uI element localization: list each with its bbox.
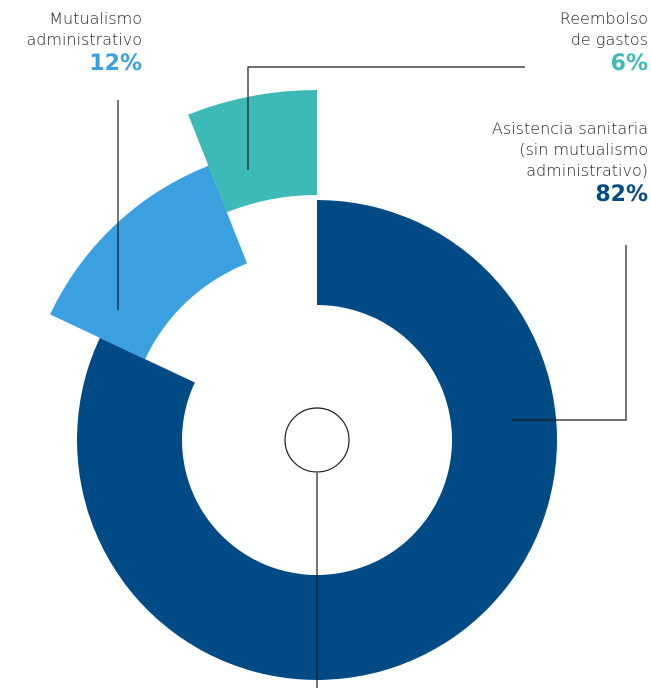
slice	[77, 200, 557, 680]
label: Mutualismo administrativo 12%	[12, 8, 142, 78]
value-label: 12%	[89, 51, 142, 76]
category-label: Reembolso de gastos	[559, 9, 648, 49]
leader-line	[247, 66, 525, 170]
label: Reembolso de gastos 6%	[548, 8, 648, 78]
category-label: Mutualismo administrativo	[26, 9, 142, 49]
category-label: Asistencia sanitaria (sin mutualismo adm…	[491, 119, 648, 180]
label: Asistencia sanitaria (sin mutualismo adm…	[463, 118, 648, 209]
slice	[50, 165, 248, 360]
leader-line	[512, 245, 627, 421]
value-label: 6%	[610, 51, 648, 76]
slice	[188, 90, 317, 213]
value-label: 82%	[595, 182, 648, 207]
center-circle	[284, 407, 350, 473]
